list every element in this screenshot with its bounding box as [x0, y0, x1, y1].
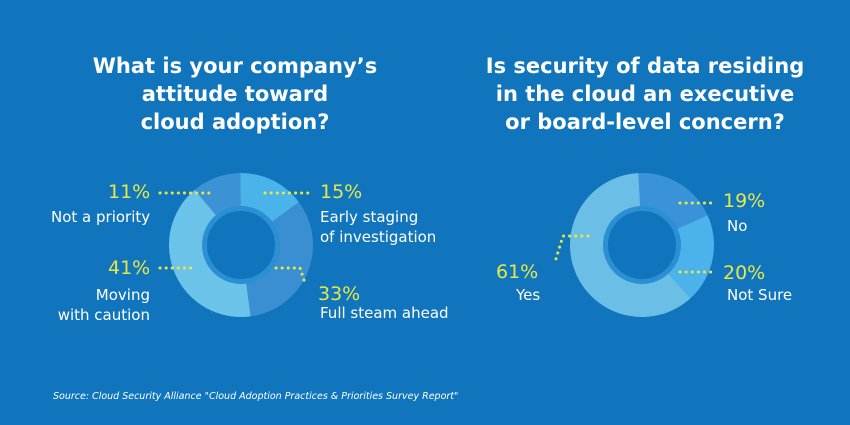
label-no: No	[727, 217, 748, 235]
source-note: Source: Cloud Security Alliance "Cloud A…	[53, 391, 459, 402]
leader-full-steam	[274, 266, 307, 285]
donut-security-slice-2	[570, 173, 691, 317]
donut-attitude-slice-0	[194, 173, 241, 216]
pct-label-full-steam: 33%	[318, 283, 361, 305]
chart-title-security: Is security of data residing in the clou…	[485, 54, 805, 134]
label-full-steam: Full steam ahead	[320, 304, 449, 322]
label-early-staging: Early staging of investigation	[320, 208, 437, 246]
chart-title-attitude: What is your company’s attitude toward c…	[92, 54, 378, 134]
donut-security-slice-0	[638, 173, 708, 230]
label-yes: Yes	[516, 286, 541, 304]
donut-attitude-slice-1	[240, 173, 299, 223]
pct-label-not-sure: 20%	[723, 262, 766, 284]
pct-label-not-a-priority: 11%	[108, 181, 151, 203]
pct-label-moving-with-caution: 41%	[108, 257, 151, 279]
donut-attitude-inner-ring	[202, 206, 280, 284]
donut-attitude-slice-3	[169, 189, 251, 317]
leader-yes	[553, 234, 590, 264]
donut-security-inner-ring	[603, 206, 681, 284]
label-moving-with-caution: Moving with caution	[57, 286, 150, 324]
label-not-sure: Not Sure	[727, 286, 793, 304]
donut-security-slice-1	[667, 215, 715, 299]
pct-label-yes: 61%	[496, 261, 539, 283]
pct-label-early-staging: 15%	[320, 181, 363, 203]
donut-attitude-slice-2	[246, 202, 313, 317]
label-not-a-priority: Not a priority	[51, 208, 151, 226]
pct-label-no: 19%	[723, 190, 766, 212]
